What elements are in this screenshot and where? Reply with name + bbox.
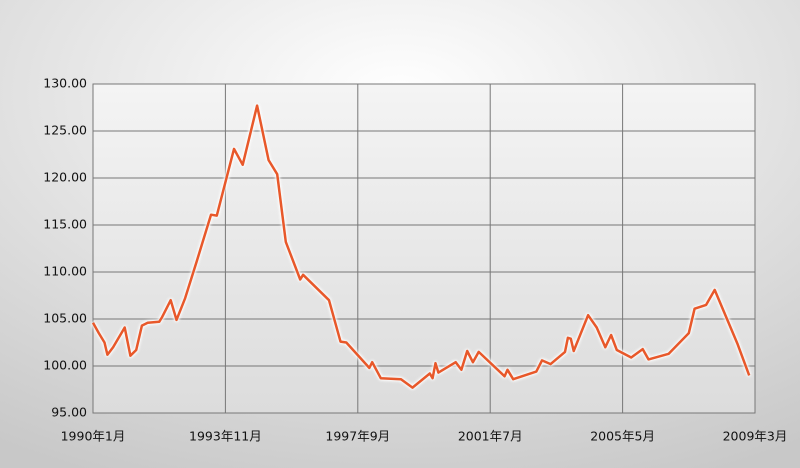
y-tick-label: 105.00: [43, 311, 87, 326]
x-tick-label: 2005年5月: [590, 429, 655, 444]
y-tick-label: 130.00: [43, 76, 87, 91]
y-tick-label: 125.00: [43, 123, 87, 138]
y-tick-label: 100.00: [43, 358, 87, 373]
y-tick-label: 120.00: [43, 170, 87, 185]
data-line: [91, 104, 751, 389]
y-tick-label: 115.00: [43, 217, 87, 232]
x-tick-label: 2001年7月: [458, 429, 523, 444]
y-tick-label: 110.00: [43, 264, 87, 279]
x-tick-label: 1997年9月: [325, 429, 390, 444]
plot-area: [92, 83, 756, 414]
x-tick-label: 1993年11月: [189, 429, 262, 444]
x-tick-label: 1990年1月: [61, 429, 126, 444]
y-tick-label: 95.00: [51, 405, 87, 420]
x-tick-label: 2009年3月: [723, 429, 788, 444]
